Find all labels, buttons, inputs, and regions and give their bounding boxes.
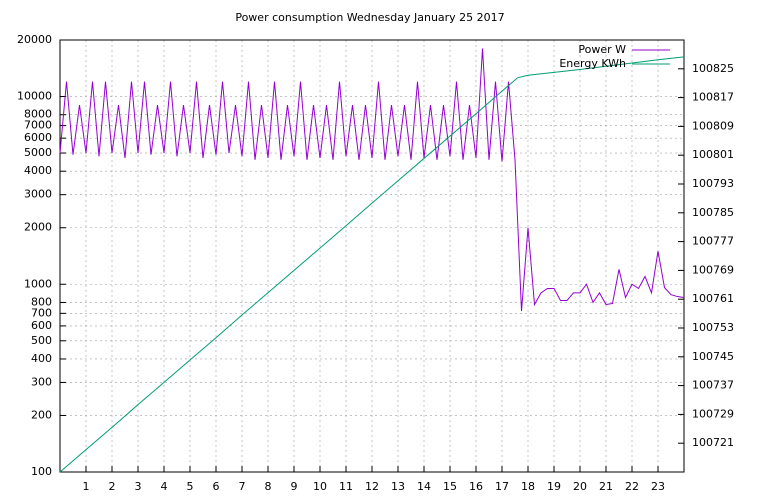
plot-frame <box>59 39 685 473</box>
x-tick-label: 6 <box>213 480 220 493</box>
x-tick-label: 10 <box>313 480 327 493</box>
x-tick-label: 9 <box>291 480 298 493</box>
y-tick-label: 400 <box>31 352 52 365</box>
y-tick-label: 3000 <box>24 188 52 201</box>
x-tick-label: 23 <box>651 480 665 493</box>
y-tick-label: 8000 <box>24 108 52 121</box>
x-tick-label: 8 <box>265 480 272 493</box>
x-tick-label: 5 <box>187 480 194 493</box>
x-tick-label: 17 <box>495 480 509 493</box>
x-tick-label: 19 <box>547 480 561 493</box>
x-tick-label: 20 <box>573 480 587 493</box>
x-tick-label: 4 <box>161 480 168 493</box>
y2-tick-label: 100769 <box>692 263 734 276</box>
y-tick-label: 1000 <box>24 277 52 290</box>
x-tick-label: 13 <box>391 480 405 493</box>
x-tick-label: 7 <box>239 480 246 493</box>
y-tick-label: 200 <box>31 408 52 421</box>
y-tick-label: 500 <box>31 334 52 347</box>
y-tick-label: 300 <box>31 375 52 388</box>
y2-tick-label: 100777 <box>692 235 734 248</box>
y2-tick-label: 100817 <box>692 91 734 104</box>
y-tick-label: 800 <box>31 295 52 308</box>
legend-label: Energy KWh <box>559 57 626 70</box>
y-tick-label: 20000 <box>17 33 52 46</box>
x-tick-label: 18 <box>521 480 535 493</box>
y2-tick-label: 100825 <box>692 62 734 75</box>
x-tick-label: 22 <box>625 480 639 493</box>
y-tick-label: 2000 <box>24 221 52 234</box>
y2-tick-label: 100761 <box>692 292 734 305</box>
chart-title: Power consumption Wednesday January 25 2… <box>235 11 504 24</box>
y-tick-label: 5000 <box>24 146 52 159</box>
y-tick-label: 4000 <box>24 164 52 177</box>
y-tick-label: 6000 <box>24 131 52 144</box>
x-tick-label: 2 <box>109 480 116 493</box>
x-tick-label: 11 <box>339 480 353 493</box>
x-tick-label: 1 <box>83 480 90 493</box>
y2-tick-label: 100809 <box>692 119 734 132</box>
x-tick-label: 21 <box>599 480 613 493</box>
y2-tick-label: 100793 <box>692 177 734 190</box>
y-tick-label: 700 <box>31 306 52 319</box>
x-tick-label: 12 <box>365 480 379 493</box>
y2-tick-label: 100753 <box>692 321 734 334</box>
legend-label: Power W <box>578 43 626 56</box>
x-tick-label: 14 <box>417 480 431 493</box>
series-line <box>59 48 685 312</box>
y-tick-label: 7000 <box>24 119 52 132</box>
x-tick-label: 3 <box>135 480 142 493</box>
y2-tick-label: 100721 <box>692 436 734 449</box>
x-tick-label: 16 <box>469 480 483 493</box>
y2-tick-label: 100729 <box>692 407 734 420</box>
y2-tick-label: 100801 <box>692 148 734 161</box>
y2-tick-label: 100745 <box>692 350 734 363</box>
y-tick-label: 600 <box>31 319 52 332</box>
series-line <box>59 56 685 473</box>
y-tick-label: 10000 <box>17 90 52 103</box>
y2-tick-label: 100737 <box>692 379 734 392</box>
y-tick-label: 100 <box>31 465 52 478</box>
x-tick-label: 15 <box>443 480 457 493</box>
y2-tick-label: 100785 <box>692 206 734 219</box>
